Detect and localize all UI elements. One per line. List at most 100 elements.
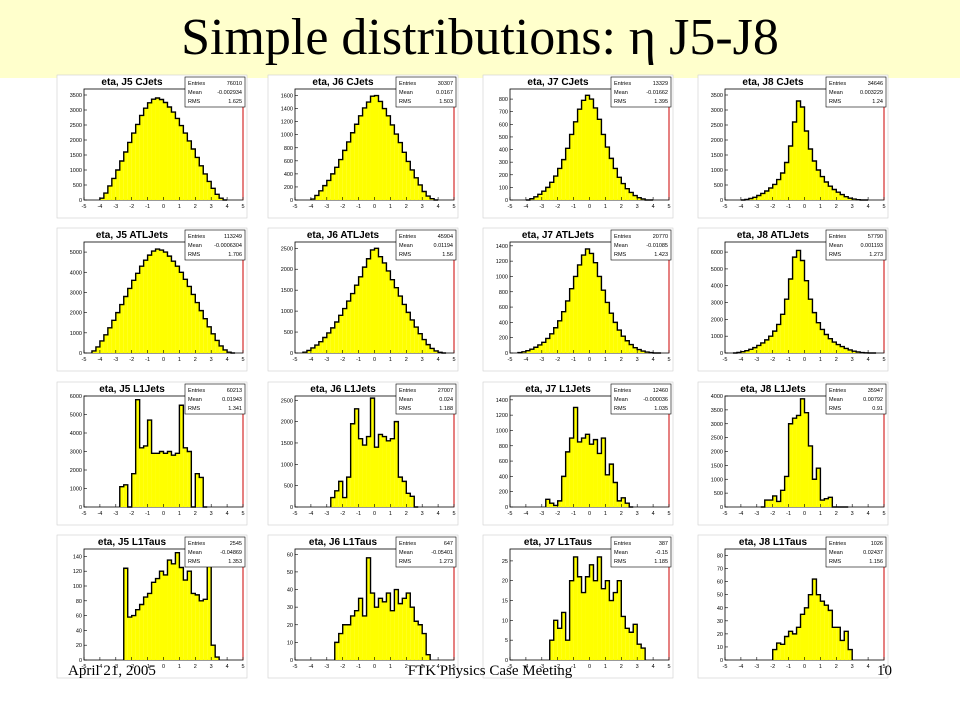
x-tick-label: 3 xyxy=(210,204,213,210)
histogram-bar xyxy=(625,188,630,200)
histogram-bar xyxy=(406,312,411,353)
y-tick-label: 3000 xyxy=(711,422,723,428)
x-tick-label: -3 xyxy=(113,664,118,670)
histogram-bar xyxy=(127,142,132,200)
y-tick-label: 70 xyxy=(717,567,723,573)
x-tick-label: 5 xyxy=(667,357,670,363)
stats-label: Mean xyxy=(188,550,202,556)
x-tick-label: -2 xyxy=(340,357,345,363)
histogram-bar xyxy=(195,594,200,660)
histogram-bar xyxy=(808,149,813,200)
histogram-bar xyxy=(402,152,407,200)
histogram-bar xyxy=(191,593,196,660)
histogram-bar xyxy=(533,196,538,200)
histogram-bar xyxy=(800,398,805,507)
histogram-bar xyxy=(410,496,415,507)
histogram-bar xyxy=(525,350,530,353)
y-tick-label: 40 xyxy=(287,588,293,594)
x-tick-label: -4 xyxy=(523,204,528,210)
panel-title: eta, J8 ATLJets xyxy=(737,230,810,241)
histogram-bar xyxy=(776,501,781,507)
histogram-bar xyxy=(808,299,813,353)
histogram-bar xyxy=(569,134,574,200)
y-tick-label: 10 xyxy=(287,640,293,646)
stats-value: 1.24 xyxy=(872,99,883,105)
x-tick-label: -5 xyxy=(508,511,513,517)
stats-box xyxy=(184,229,246,261)
histogram-bar xyxy=(629,192,634,200)
panel-title: eta, J5 CJets xyxy=(101,77,163,88)
x-tick-label: 5 xyxy=(452,664,455,670)
histogram-bar xyxy=(593,107,598,200)
histogram-bar xyxy=(613,168,618,200)
histogram-bar xyxy=(366,102,371,200)
stats-label: Mean xyxy=(188,90,202,96)
histogram-bar xyxy=(577,441,582,507)
x-tick-label: -2 xyxy=(340,204,345,210)
histogram-bar xyxy=(151,251,156,353)
histogram-bar xyxy=(127,288,132,353)
histogram-bar xyxy=(123,296,128,353)
stats-value: 76010 xyxy=(227,81,242,87)
x-tick-label: -4 xyxy=(523,664,528,670)
stats-value: 12460 xyxy=(653,388,668,394)
x-tick-label: 4 xyxy=(867,511,870,517)
x-tick-label: -1 xyxy=(356,204,361,210)
histogram-bar xyxy=(382,601,387,660)
x-tick-label: 0 xyxy=(162,204,165,210)
y-tick-label: 60 xyxy=(287,552,293,558)
y-tick-label: 1000 xyxy=(281,462,293,468)
histogram-bar xyxy=(179,272,184,353)
stats-value: -0.0006304 xyxy=(214,243,242,249)
stats-box xyxy=(395,76,457,108)
histogram-bar xyxy=(613,322,618,353)
histogram-bar xyxy=(836,192,841,200)
y-tick-label: 20 xyxy=(502,579,508,585)
x-tick-label: 1 xyxy=(819,357,822,363)
histogram-outline xyxy=(302,247,447,354)
histogram-bar xyxy=(840,194,845,200)
x-tick-label: -5 xyxy=(82,664,87,670)
histogram-bar xyxy=(115,170,120,200)
y-tick-label: 0 xyxy=(505,658,508,664)
y-tick-label: 0 xyxy=(720,658,723,664)
x-tick-label: 4 xyxy=(652,204,655,210)
stats-label: RMS xyxy=(188,99,201,105)
histogram-bar xyxy=(557,500,562,507)
histogram-bar xyxy=(828,186,833,200)
histogram-bar xyxy=(183,133,188,200)
x-tick-label: -1 xyxy=(786,357,791,363)
histogram-bar xyxy=(334,642,339,660)
histogram-bar xyxy=(617,500,622,507)
histogram-bar xyxy=(334,490,339,507)
histogram-bar xyxy=(545,338,550,353)
histogram-bar xyxy=(561,311,566,353)
panel-title: eta, J6 CJets xyxy=(312,77,374,88)
y-tick-label: 100 xyxy=(499,185,508,191)
histogram-bar xyxy=(581,592,586,660)
histogram-outline xyxy=(549,556,646,660)
x-tick-label: -5 xyxy=(293,664,298,670)
stats-value: 27007 xyxy=(438,388,453,394)
histogram-bar xyxy=(123,152,128,200)
x-tick-label: 4 xyxy=(652,357,655,363)
x-tick-label: 4 xyxy=(226,357,229,363)
histogram-bar xyxy=(322,185,327,200)
y-tick-label: 20 xyxy=(76,643,82,649)
x-tick-label: 5 xyxy=(882,511,885,517)
histogram-bar xyxy=(541,191,546,200)
stats-value: 1.56 xyxy=(442,252,453,258)
y-tick-label: 40 xyxy=(717,606,723,612)
histogram-bar xyxy=(386,270,391,353)
stats-value: 1.625 xyxy=(228,99,242,105)
histogram-bar xyxy=(139,447,144,507)
y-tick-label: 400 xyxy=(284,172,293,178)
histogram-bar xyxy=(338,481,343,507)
stats-label: RMS xyxy=(399,252,412,258)
x-tick-label: 1 xyxy=(819,664,822,670)
histogram-bar xyxy=(342,150,347,200)
histogram-bar xyxy=(804,607,809,660)
y-tick-label: 3000 xyxy=(711,108,723,114)
histogram-bar xyxy=(398,603,403,660)
histogram-bar xyxy=(155,578,160,660)
